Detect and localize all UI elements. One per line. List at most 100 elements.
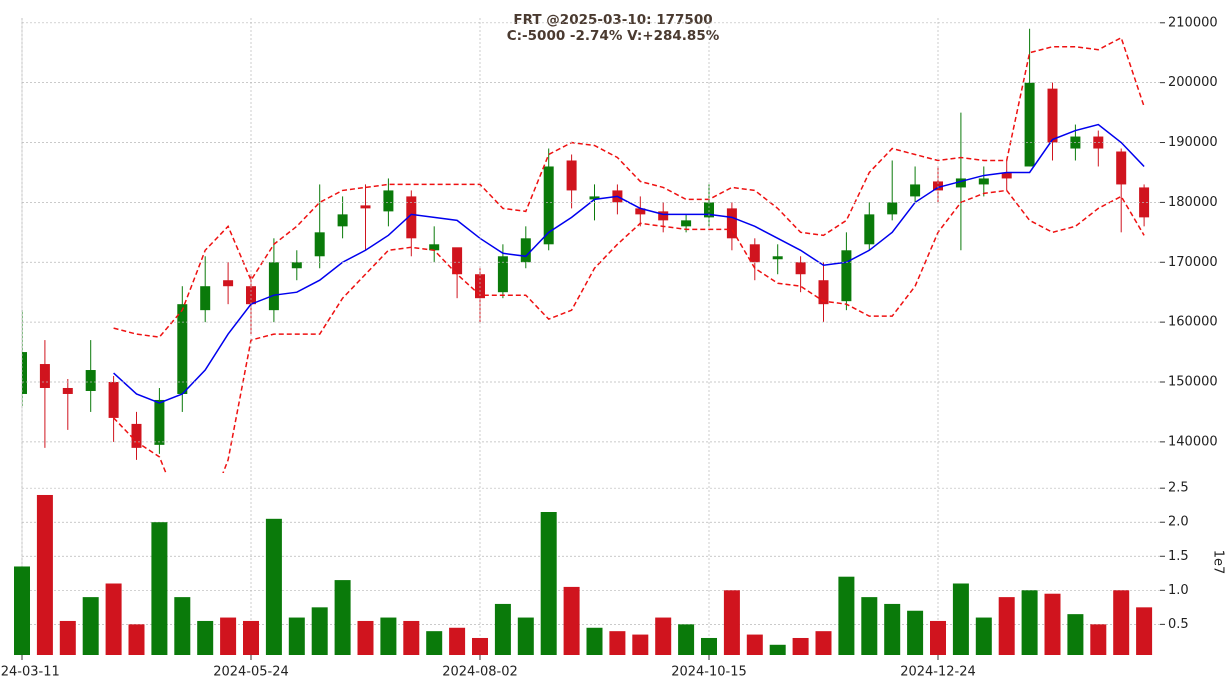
volume-bar [59,620,76,655]
candle-body [589,196,600,200]
volume-bar [243,620,259,655]
candle-body [681,220,692,227]
volume-bar [884,603,901,655]
candle-body [520,238,531,263]
volume-bar [288,617,305,655]
volume-axis-label: 1e7 [1211,550,1226,575]
volume-bar [563,586,580,655]
candle-body [39,364,50,388]
overlay-line [113,123,1145,404]
candle-body [795,262,806,275]
volume-bar [998,597,1015,655]
volume-bar [128,624,145,655]
candle-body [177,304,188,394]
volume-bar [174,597,191,655]
candle-body [429,244,440,251]
volume-bar [678,624,695,655]
y-tick-label: 190000 [1168,135,1218,150]
volume-bar [1113,590,1130,655]
x-tick-label: 2024-08-02 [442,665,518,680]
volume-bar [1136,607,1153,655]
candle-body [704,202,714,218]
candle-body [1047,88,1058,143]
candle-body [910,184,921,197]
x-tick-label: 2024-12-24 [900,665,976,680]
volume-bar [472,637,488,655]
candle-body [1116,151,1127,185]
volume-bar [14,566,30,655]
candle-body [955,178,966,188]
y-tick-label: 210000 [1168,15,1218,30]
candle-body [658,211,669,221]
candle-body [1024,82,1035,167]
volume-tick-label: 1.0 [1168,583,1189,598]
candle-body [543,166,554,245]
candle-body [1001,172,1012,179]
volume-bar [82,597,99,655]
candle-body [864,214,875,245]
volume-bar [540,512,557,655]
candle-body [22,352,27,394]
volume-bar [1044,593,1061,655]
volume-bar [517,617,534,655]
candle-body [337,214,348,227]
candle-body [1139,187,1150,218]
candle-body [887,202,898,215]
volume-bar [701,637,717,655]
volume-bar [723,590,740,655]
candle-body [818,280,829,305]
candle-body [933,181,943,191]
volume-bar [907,610,924,655]
volume-bar [792,637,809,655]
volume-bar [1090,624,1107,655]
candle-body [497,256,508,293]
volume-bar [334,580,351,655]
candle-body [62,387,73,394]
volume-bar [609,631,626,655]
volume-bar [403,620,420,655]
x-tick-label: 2024-03-11 [0,665,60,680]
volume-tick-label: 0.5 [1168,617,1189,632]
volume-tick-label: 2.0 [1168,515,1189,530]
candle-body [291,262,302,269]
volume-bar [151,522,168,655]
volume-bar [197,620,214,655]
y-tick-label: 200000 [1168,75,1218,90]
volume-bar [1021,590,1038,655]
volume-bar [494,603,511,655]
candle-body [841,250,852,302]
chart-subtitle: C:-5000 -2.74% V:+284.85% [507,28,720,44]
y-tick-label: 170000 [1168,255,1218,270]
candle-body [772,256,783,260]
candle-body [635,208,646,215]
volume-bar [311,607,328,655]
volume-bar [655,617,672,655]
volume-bar [815,631,832,655]
volume-bar [952,583,969,655]
chart-title: FRT @2025-03-10: 177500 [513,12,712,28]
x-tick-label: 2024-05-24 [213,665,289,680]
volume-tick-label: 1.5 [1168,549,1189,564]
candle-body [978,178,989,185]
candle-body [223,280,234,287]
y-tick-label: 180000 [1168,195,1218,210]
y-tick-label: 140000 [1168,434,1218,449]
volume-bar [746,634,763,655]
volume-bar [930,620,946,655]
candle-body [131,423,142,448]
volume-bar [1067,614,1084,655]
y-tick-label: 160000 [1168,315,1218,330]
volume-bar [838,576,855,655]
candle-body [726,208,737,239]
candle-body [268,262,279,311]
overlay-line [113,189,1145,473]
candle-body [200,286,211,311]
candle-body [566,160,577,191]
y-tick-label: 150000 [1168,375,1218,390]
volume-bar [769,644,786,655]
candle-body [406,196,417,239]
volume-bar [220,617,237,655]
volume-bar [975,617,992,655]
volume-bar [380,617,397,655]
